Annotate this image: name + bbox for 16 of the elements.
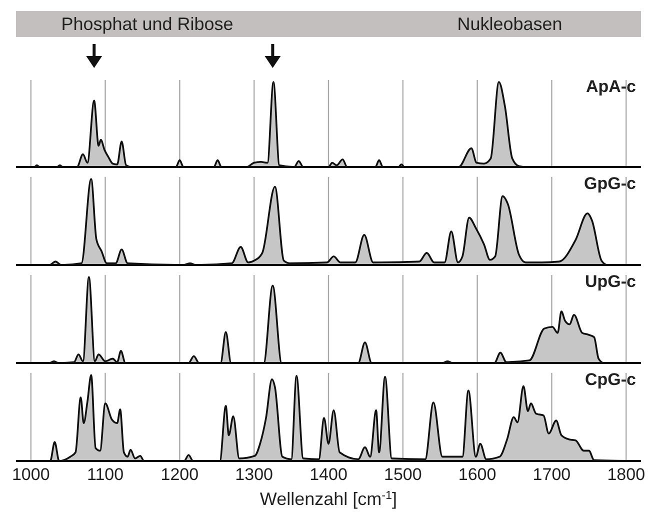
x-tick-label: 1200 (160, 465, 199, 484)
x-tick-label: 1700 (532, 465, 571, 484)
x-tick-label: 1600 (458, 465, 496, 484)
series-label: UpG-c (585, 272, 636, 291)
x-axis-title: Wellenzahl [cm$^{-1}$] (260, 488, 398, 509)
text: CpG-c (585, 370, 636, 389)
text: Phosphat und Ribose (61, 14, 234, 34)
text: Nukleobasen (457, 14, 562, 34)
x-tick-label: 1400 (310, 465, 348, 484)
x-tick-label: 1500 (384, 465, 422, 484)
text: ApA-c (586, 77, 636, 96)
x-tick-label: 1100 (87, 465, 124, 484)
x-tick-label: 1000 (12, 465, 50, 484)
series-label: GpG-c (584, 174, 636, 193)
x-tick-label: 1800 (607, 465, 646, 484)
x-tick-label: 1300 (235, 465, 274, 484)
